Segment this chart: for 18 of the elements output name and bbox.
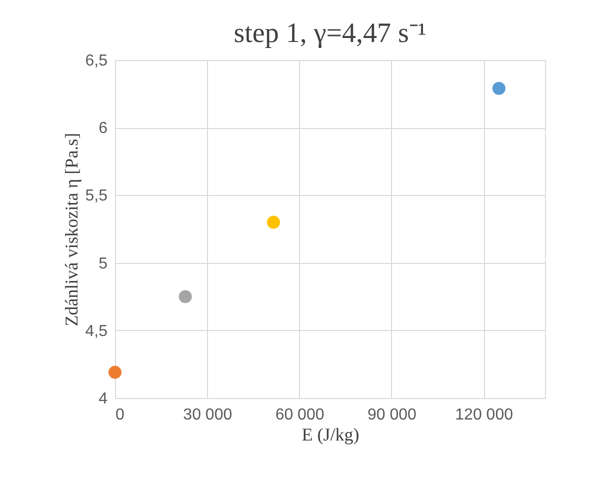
point (266, 216, 280, 229)
x-tick-label: 120 000 (455, 406, 514, 424)
point (178, 290, 192, 304)
x-tick-label: 90 000 (367, 406, 416, 424)
y-axis-title: Zdánlivá viskozita η [Pa.s] (61, 132, 82, 326)
point (492, 82, 506, 95)
y-tick-label: 5 (98, 255, 108, 272)
x-tick-label: 60 000 (275, 406, 324, 424)
x-tick-label: 30 000 (183, 406, 232, 424)
point (108, 366, 122, 379)
y-tick-label: 4 (98, 390, 108, 408)
chart-title: step 1, γ=4,47 s⁻¹ (234, 18, 426, 49)
y-tick-label: 6 (98, 120, 108, 138)
y-tick-label: 4,5 (85, 322, 108, 340)
x-tick-label: 0 (116, 406, 124, 424)
y-tick-label: 5,5 (85, 188, 108, 205)
x-axis-title: E (J/kg) (302, 424, 360, 444)
y-tick-label: 6,5 (85, 52, 108, 70)
